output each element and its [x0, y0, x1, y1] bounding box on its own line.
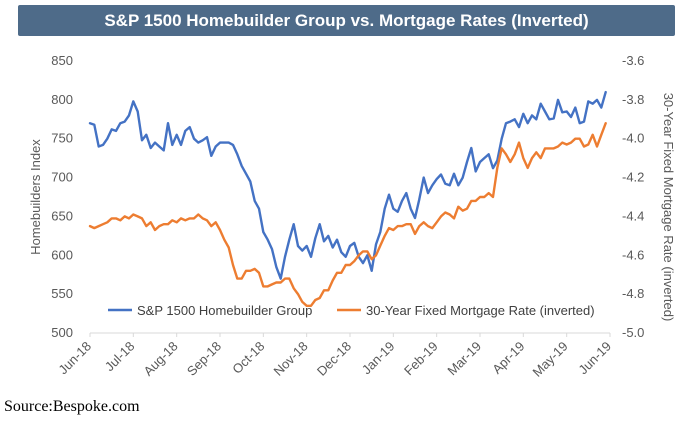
- y-left-axis-title: Homebuilders Index: [28, 139, 43, 255]
- y-right-tick-label: -4.2: [622, 170, 644, 185]
- y-right-tick-label: -3.6: [622, 53, 644, 68]
- series-lines: [88, 90, 607, 307]
- x-tick-label: Sep-18: [184, 339, 224, 379]
- x-tick-label: Dec-18: [314, 339, 354, 379]
- mortgage-rate-series-line: [88, 121, 607, 307]
- homebuilder-series-line: [88, 90, 607, 280]
- legend-label: S&P 1500 Homebuilder Group: [137, 303, 312, 318]
- y-right-tick-label: -4.0: [622, 131, 644, 146]
- y-right-tick-label: -5.0: [622, 325, 644, 340]
- source-note: Source:Bespoke.com: [4, 398, 140, 415]
- x-tick-label: Nov-18: [271, 339, 311, 379]
- x-tick-label: Oct-18: [229, 339, 267, 377]
- y-left-tick-label: 550: [51, 286, 73, 301]
- y-right-tick-label: -4.8: [622, 286, 644, 301]
- x-tick-label: May-19: [530, 339, 571, 380]
- y-right-axis-title: 30-Year Fixed Mortgage Rate (inverted): [661, 93, 676, 322]
- x-tick-label: Apr-19: [489, 339, 527, 377]
- x-tick-label: Jan-19: [359, 339, 398, 378]
- y-left-tick-label: 700: [51, 170, 73, 185]
- y-right-tick-label: -3.8: [622, 92, 644, 107]
- y-right-tick-label: -4.6: [622, 247, 644, 262]
- y-right-tick-label: -4.4: [622, 208, 644, 223]
- x-tick-label: Jun-19: [575, 339, 614, 378]
- y-left-tick-label: 750: [51, 131, 73, 146]
- chart-title: S&P 1500 Homebuilder Group vs. Mortgage …: [104, 10, 589, 30]
- x-tick-label: Aug-18: [141, 339, 181, 379]
- y-left-tick-label: 650: [51, 208, 73, 223]
- y-left-tick-label: 500: [51, 325, 73, 340]
- legend-label: 30-Year Fixed Mortgage Rate (inverted): [366, 303, 595, 318]
- x-tick-label: Jul-18: [102, 339, 138, 375]
- y-left-tick-label: 850: [51, 53, 73, 68]
- x-tick-label: Jun-18: [55, 339, 94, 378]
- x-tick-label: Mar-19: [444, 339, 484, 379]
- legend: S&P 1500 Homebuilder Group 30-Year Fixed …: [108, 303, 595, 318]
- y-left-tick-label: 800: [51, 92, 73, 107]
- x-tick-label: Feb-19: [401, 339, 441, 379]
- y-left-tick-label: 600: [51, 247, 73, 262]
- chart-title-bar: S&P 1500 Homebuilder Group vs. Mortgage …: [18, 5, 675, 36]
